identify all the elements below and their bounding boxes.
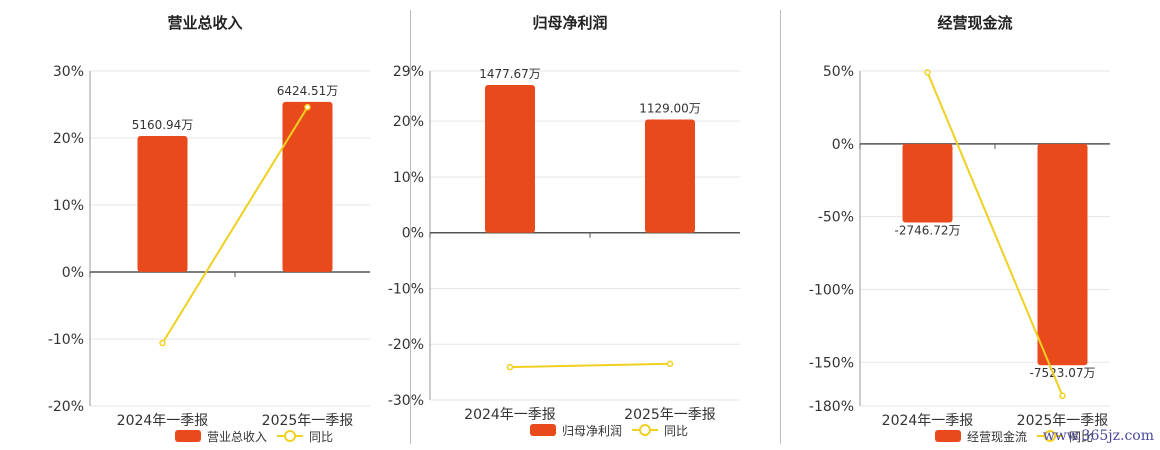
y-tick-label: -150% <box>809 355 854 371</box>
bar-data-label: -2746.72万 <box>895 223 961 237</box>
chart-panel-net-profit: 归母净利润 29% 20% 10% 0% -10% -20% -30% 2024年一季报 2025… <box>370 0 740 450</box>
y-tick-label: 10% <box>53 198 84 214</box>
x-tick-label: 2024年一季报 <box>117 413 209 429</box>
y-tick-label: 20% <box>53 131 84 147</box>
bar <box>282 101 333 272</box>
line-point <box>1059 392 1066 400</box>
y-tick-label: 0% <box>62 265 84 281</box>
series-line <box>509 362 671 369</box>
series-line <box>161 106 309 344</box>
chart-cash-flow: 经营现金流 50% 0% -50% -100% -150% -180% 2024年一季报 202… <box>809 14 1110 444</box>
line-point <box>924 69 931 76</box>
legend-swatch-bar <box>175 430 201 442</box>
chart-panel-cash-flow: 经营现金流 50% 0% -50% -100% -150% -180% 2024年一季报 202… <box>740 0 1110 450</box>
legend-label-bar: 经营现金流 <box>967 429 1027 444</box>
divider-1 <box>410 10 411 444</box>
legend-swatch-marker <box>1044 430 1056 442</box>
line-point <box>666 360 674 368</box>
y-tick-label: -10% <box>388 281 424 297</box>
legend-label-line: 同比 <box>1069 430 1093 444</box>
bar-data-label: -7523.07万 <box>1030 366 1096 380</box>
x-tick-label: 2025年一季报 <box>1017 413 1109 429</box>
chart-title: 归母净利润 <box>532 14 607 32</box>
legend-label-line: 同比 <box>664 424 688 438</box>
y-tick-label: 30% <box>53 64 84 80</box>
chart-title: 经营现金流 <box>937 14 1012 32</box>
chart-panel-revenue: 营业总收入 30% 20% 10% 0% -10% -20% 2024年一季报 2025年一季报… <box>0 0 370 450</box>
legend-swatch-marker <box>639 424 651 436</box>
y-tick-label: -180% <box>809 399 854 415</box>
y-tick-label: 10% <box>393 170 424 186</box>
x-tick-label: 2024年一季报 <box>882 413 974 429</box>
bar <box>645 119 695 233</box>
y-tick-label: -100% <box>809 282 854 298</box>
legend-swatch-bar <box>935 430 961 442</box>
bar <box>485 84 535 233</box>
y-tick-label: 20% <box>393 114 424 130</box>
series-line <box>926 72 1064 397</box>
y-tick-label: 0% <box>832 137 854 153</box>
divider-2 <box>780 10 781 444</box>
y-tick-label: 0% <box>402 226 424 242</box>
line-point <box>304 103 311 111</box>
legend-label-bar: 归母净利润 <box>562 424 622 438</box>
y-tick-label: -10% <box>48 332 84 348</box>
chart-net-profit: 归母净利润 29% 20% 10% 0% -10% -20% -30% 2024年一季报 2025… <box>388 14 740 438</box>
y-tick-label: -50% <box>818 210 854 226</box>
bar <box>902 143 953 223</box>
y-tick-label: -20% <box>388 337 424 353</box>
line-point <box>159 339 166 347</box>
y-tick-label: 50% <box>823 64 854 80</box>
legend-swatch-marker <box>284 430 296 442</box>
x-tick-label: 2024年一季报 <box>464 407 556 423</box>
x-tick-label: 2025年一季报 <box>624 407 716 423</box>
y-tick-label: -30% <box>388 393 424 409</box>
watermark: www.365jz.com <box>1042 428 1154 444</box>
bar <box>137 135 188 272</box>
legend-swatch-bar <box>530 424 556 436</box>
chart-title: 营业总收入 <box>167 14 242 32</box>
chart-revenue: 营业总收入 30% 20% 10% 0% -10% -20% 2024年一季报 2025年一季报… <box>48 14 370 444</box>
y-tick-label: -20% <box>48 399 84 415</box>
x-tick-label: 2025年一季报 <box>262 413 354 429</box>
bar <box>1037 143 1088 366</box>
bar-data-label: 1129.00万 <box>639 102 701 116</box>
bar-data-label: 6424.51万 <box>277 84 339 98</box>
legend-label-bar: 营业总收入 <box>207 430 267 444</box>
legend-label-line: 同比 <box>309 430 333 444</box>
line-point <box>506 363 514 371</box>
y-tick-label: 29% <box>393 64 424 80</box>
bar-data-label: 5160.94万 <box>132 118 194 132</box>
bar-data-label: 1477.67万 <box>479 67 541 81</box>
